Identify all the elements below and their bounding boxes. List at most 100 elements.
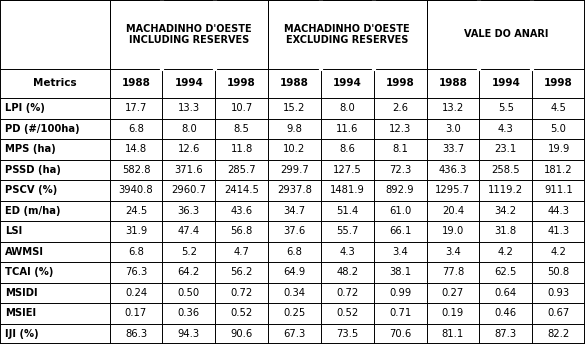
Text: 371.6: 371.6 [174,165,203,175]
Text: LSI: LSI [5,226,22,236]
Text: PSCV (%): PSCV (%) [5,185,57,195]
Text: MPS (ha): MPS (ha) [5,144,56,154]
Text: 87.3: 87.3 [495,329,517,339]
Text: 10.7: 10.7 [230,103,253,113]
Text: 61.0: 61.0 [389,206,411,216]
Text: 0.67: 0.67 [548,308,570,318]
Text: 11.6: 11.6 [336,124,359,134]
Text: 4.5: 4.5 [550,103,566,113]
Text: 0.50: 0.50 [178,288,200,298]
Text: 0.99: 0.99 [389,288,411,298]
Text: MACHADINHO D'OESTE
INCLUDING RESERVES: MACHADINHO D'OESTE INCLUDING RESERVES [126,24,252,45]
Text: 8.5: 8.5 [233,124,250,134]
Text: 1119.2: 1119.2 [488,185,524,195]
Text: 1998: 1998 [544,78,573,88]
Text: 34.2: 34.2 [495,206,517,216]
Text: 582.8: 582.8 [122,165,150,175]
Text: 70.6: 70.6 [389,329,411,339]
Text: 72.3: 72.3 [389,165,411,175]
Text: 2960.7: 2960.7 [171,185,207,195]
Text: 3.4: 3.4 [392,247,408,257]
Text: 0.52: 0.52 [230,308,253,318]
Text: 38.1: 38.1 [389,267,411,277]
Text: 4.2: 4.2 [498,247,514,257]
Text: 12.3: 12.3 [389,124,411,134]
Text: 1988: 1988 [439,78,467,88]
Text: 6.8: 6.8 [128,247,144,257]
Text: AWMSI: AWMSI [5,247,44,257]
Text: 3.4: 3.4 [445,247,461,257]
Text: 911.1: 911.1 [544,185,573,195]
Text: 44.3: 44.3 [548,206,570,216]
Text: 4.3: 4.3 [498,124,514,134]
Text: 0.17: 0.17 [125,308,147,318]
Text: 48.2: 48.2 [336,267,359,277]
Text: 81.1: 81.1 [442,329,464,339]
Text: 14.8: 14.8 [125,144,147,154]
Text: 20.4: 20.4 [442,206,464,216]
Text: 0.19: 0.19 [442,308,464,318]
Text: MSIDI: MSIDI [5,288,37,298]
Text: 13.2: 13.2 [442,103,464,113]
Text: 258.5: 258.5 [491,165,520,175]
Text: 19.9: 19.9 [548,144,570,154]
Text: 37.6: 37.6 [283,226,305,236]
Text: 17.7: 17.7 [125,103,147,113]
Text: 64.9: 64.9 [283,267,305,277]
Text: LPI (%): LPI (%) [5,103,44,113]
Text: 8.0: 8.0 [339,103,355,113]
Text: VALE DO ANARI: VALE DO ANARI [463,29,548,40]
Text: 0.46: 0.46 [495,308,517,318]
Text: 51.4: 51.4 [336,206,359,216]
Text: 1994: 1994 [491,78,520,88]
Text: 50.8: 50.8 [548,267,570,277]
Text: 11.8: 11.8 [230,144,253,154]
Text: 5.5: 5.5 [498,103,514,113]
Text: 0.71: 0.71 [389,308,411,318]
Text: 1998: 1998 [386,78,414,88]
Text: 10.2: 10.2 [283,144,305,154]
Text: ED (m/ha): ED (m/ha) [5,206,60,216]
Text: 5.2: 5.2 [181,247,197,257]
Text: 4.2: 4.2 [550,247,566,257]
Text: 892.9: 892.9 [386,185,414,195]
Text: 1994: 1994 [174,78,203,88]
Text: 127.5: 127.5 [333,165,362,175]
Text: MSIEI: MSIEI [5,308,36,318]
Text: 55.7: 55.7 [336,226,359,236]
Text: 67.3: 67.3 [283,329,305,339]
Text: 73.5: 73.5 [336,329,359,339]
Text: 0.25: 0.25 [283,308,305,318]
Text: 9.8: 9.8 [287,124,302,134]
Text: 33.7: 33.7 [442,144,464,154]
Text: 56.8: 56.8 [230,226,253,236]
Text: 5.0: 5.0 [550,124,566,134]
Text: 0.72: 0.72 [336,288,359,298]
Text: TCAI (%): TCAI (%) [5,267,53,277]
Text: 12.6: 12.6 [178,144,200,154]
Text: 4.3: 4.3 [339,247,355,257]
Text: 64.2: 64.2 [178,267,200,277]
Text: 0.24: 0.24 [125,288,147,298]
Text: 1988: 1988 [122,78,150,88]
Text: 3.0: 3.0 [445,124,461,134]
Text: 0.36: 0.36 [178,308,200,318]
Text: 62.5: 62.5 [494,267,517,277]
Text: 31.8: 31.8 [495,226,517,236]
Text: 0.27: 0.27 [442,288,464,298]
Text: 285.7: 285.7 [228,165,256,175]
Text: 1481.9: 1481.9 [330,185,364,195]
Text: 6.8: 6.8 [128,124,144,134]
Text: 6.8: 6.8 [287,247,302,257]
Text: 15.2: 15.2 [283,103,305,113]
Text: 77.8: 77.8 [442,267,464,277]
Text: Metrics: Metrics [33,78,77,88]
Text: 2.6: 2.6 [392,103,408,113]
Text: 24.5: 24.5 [125,206,147,216]
Text: 1295.7: 1295.7 [435,185,470,195]
Text: 0.52: 0.52 [336,308,359,318]
Text: PSSD (ha): PSSD (ha) [5,165,61,175]
Text: 90.6: 90.6 [230,329,253,339]
Text: 43.6: 43.6 [230,206,253,216]
Text: 76.3: 76.3 [125,267,147,277]
